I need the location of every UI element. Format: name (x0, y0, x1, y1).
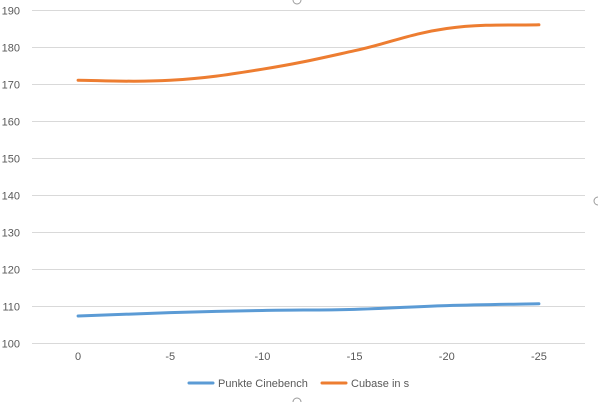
y-axis-tick-labels: 100 110 120 130 140 150 160 170 180 190 (2, 6, 20, 351)
legend-label: Punkte Cinebench (218, 378, 308, 390)
chart-resize-handles[interactable] (292, 0, 598, 402)
legend-label: Cubase in s (351, 378, 410, 390)
y-tick-label: 120 (2, 265, 20, 277)
bottom-resize-handle[interactable] (292, 397, 302, 402)
x-tick-label: 0 (75, 351, 81, 363)
y-tick-label: 170 (2, 80, 20, 92)
x-axis-tick-labels: 0 -5 -10 -15 -20 -25 (75, 351, 547, 363)
x-tick-label: -15 (347, 351, 363, 363)
top-resize-handle[interactable] (292, 0, 302, 5)
y-tick-label: 150 (2, 154, 20, 166)
x-tick-label: -20 (439, 351, 455, 363)
right-resize-handle[interactable] (593, 196, 598, 206)
y-tick-label: 100 (2, 339, 20, 351)
x-tick-label: -5 (165, 351, 175, 363)
y-tick-label: 190 (2, 6, 20, 18)
legend: Punkte Cinebench Cubase in s (187, 378, 410, 390)
y-tick-label: 140 (2, 191, 20, 203)
x-tick-label: -10 (254, 351, 270, 363)
y-tick-label: 130 (2, 228, 20, 240)
y-tick-label: 110 (2, 302, 20, 314)
series-lines (76, 23, 541, 318)
y-tick-label: 180 (2, 43, 20, 55)
x-tick-label: -25 (531, 351, 547, 363)
series-line-punkte-cinebench (76, 302, 541, 318)
series-line-cubase-in-s (76, 23, 541, 83)
y-tick-label: 160 (2, 117, 20, 129)
gridlines (32, 10, 585, 344)
